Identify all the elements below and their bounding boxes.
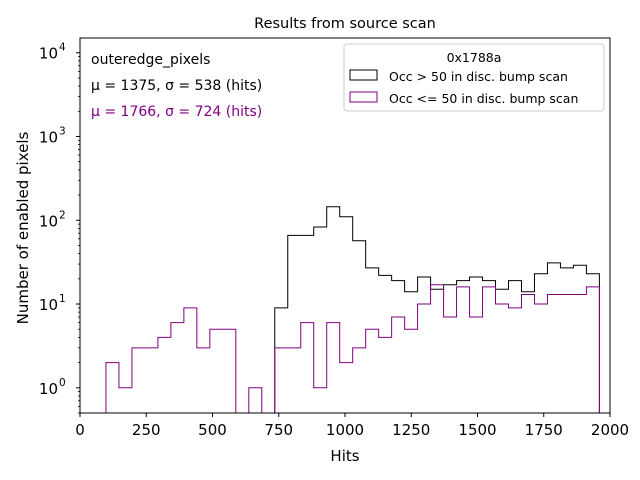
histogram-step-line [274, 206, 600, 413]
y-tick-label: 10 [39, 212, 58, 230]
legend-swatch-occ-below-50 [349, 91, 378, 103]
y-tick-exponent: 3 [59, 126, 66, 138]
x-tick-label: 0 [75, 421, 85, 439]
y-tick-label: 10 [39, 296, 58, 314]
y-tick-exponent: 2 [59, 209, 66, 221]
y-tick-label: 10 [39, 380, 58, 398]
legend-label-occ-above-50: Occ > 50 in disc. bump scan [389, 69, 568, 84]
histogram-series-occ-above-50 [274, 206, 600, 413]
histogram-series-occ-below-50 [105, 284, 600, 413]
y-tick-exponent: 0 [59, 377, 66, 389]
y-tick-exponent: 1 [59, 293, 66, 305]
x-tick-label: 750 [264, 421, 293, 439]
legend: 0x1788a Occ > 50 in disc. bump scan Occ … [343, 43, 605, 112]
y-tick-exponent: 4 [59, 42, 66, 54]
x-tick-label: 250 [132, 421, 161, 439]
legend-title: 0x1788a [447, 50, 502, 65]
stats-occ-above-50: μ = 1375, σ = 538 (hits) [91, 78, 262, 94]
plot-area [105, 206, 600, 413]
chart-title: Results from source scan [254, 16, 436, 32]
y-axis-label: Number of enabled pixels [14, 131, 32, 324]
legend-frame [343, 43, 605, 112]
x-tick-label: 1250 [392, 421, 430, 439]
x-tick-label: 500 [198, 421, 227, 439]
x-tick-label: 2000 [591, 421, 629, 439]
legend-label-occ-below-50: Occ <= 50 in disc. bump scan [389, 91, 578, 106]
legend-swatch-occ-above-50 [349, 69, 378, 81]
x-axis-ticks: 0 250 500 750 1000 1250 1500 1750 2000 [75, 413, 629, 439]
x-tick-label: 1500 [458, 421, 496, 439]
histogram-step-line [105, 284, 600, 413]
x-tick-label: 1000 [326, 421, 364, 439]
axes-frame [79, 37, 611, 414]
stats-occ-below-50: μ = 1766, σ = 724 (hits) [91, 104, 262, 120]
x-tick-label: 1750 [525, 421, 563, 439]
x-axis-label: Hits [330, 447, 359, 465]
y-tick-label: 10 [39, 45, 58, 63]
region-label: outeredge_pixels [91, 52, 210, 68]
y-tick-label: 10 [39, 129, 58, 147]
